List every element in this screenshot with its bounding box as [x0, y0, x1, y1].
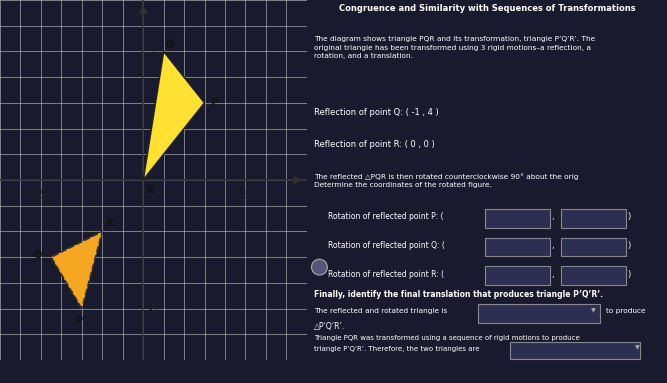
Text: Rotation of reflected point P: (: Rotation of reflected point P: ( [328, 213, 444, 221]
FancyBboxPatch shape [561, 237, 626, 256]
FancyBboxPatch shape [510, 342, 640, 359]
Text: ): ) [628, 241, 630, 250]
Text: Congruence and Similarity with Sequences of Transformations: Congruence and Similarity with Sequences… [339, 3, 635, 13]
Text: Q: Q [165, 39, 174, 49]
Circle shape [311, 259, 327, 275]
FancyBboxPatch shape [485, 237, 550, 256]
Text: R': R' [105, 218, 115, 228]
Text: 5: 5 [148, 46, 155, 56]
Text: ): ) [628, 270, 630, 279]
Polygon shape [51, 231, 102, 309]
Text: Reflection of point Q: ( -1 , 4 ): Reflection of point Q: ( -1 , 4 ) [314, 108, 439, 117]
Text: -5: -5 [36, 190, 46, 200]
Text: Finally, identify the final translation that produces triangle P’Q’R’.: Finally, identify the final translation … [314, 290, 603, 299]
Text: ): ) [628, 213, 630, 221]
FancyBboxPatch shape [478, 304, 600, 323]
Text: Q': Q' [34, 250, 45, 260]
Text: ,: , [552, 270, 554, 279]
Text: P: P [209, 98, 217, 108]
FancyBboxPatch shape [561, 267, 626, 285]
Text: 5: 5 [242, 190, 249, 200]
Text: The diagram shows triangle PQR and its transformation, triangle P’Q’R’. The
orig: The diagram shows triangle PQR and its t… [314, 36, 595, 59]
Text: Reflection of point R: ( 0 , 0 ): Reflection of point R: ( 0 , 0 ) [314, 141, 435, 149]
Text: R: R [145, 185, 153, 195]
Text: The reflected and rotated triangle is: The reflected and rotated triangle is [314, 308, 448, 314]
Text: triangle P’Q’R’. Therefore, the two triangles are: triangle P’Q’R’. Therefore, the two tria… [314, 345, 480, 352]
Text: Triangle PQR was transformed using a sequence of rigid motions to produce: Triangle PQR was transformed using a seq… [314, 335, 580, 341]
FancyBboxPatch shape [561, 209, 626, 228]
Text: ▼: ▼ [592, 308, 596, 313]
Text: -5: -5 [148, 304, 158, 314]
Text: Rotation of reflected point Q: (: Rotation of reflected point Q: ( [328, 241, 446, 250]
FancyBboxPatch shape [485, 209, 550, 228]
Polygon shape [143, 51, 205, 180]
Text: ,: , [552, 213, 554, 221]
Text: P': P' [75, 316, 85, 326]
Text: The reflected △PQR is then rotated counterclockwise 90° about the orig
Determine: The reflected △PQR is then rotated count… [314, 173, 578, 188]
FancyBboxPatch shape [485, 267, 550, 285]
Text: △P’Q’R’.: △P’Q’R’. [314, 322, 346, 331]
Text: to produce: to produce [606, 308, 645, 314]
Text: Rotation of reflected point R: (: Rotation of reflected point R: ( [328, 270, 445, 279]
Text: ,: , [552, 241, 554, 250]
Text: ▼: ▼ [634, 345, 640, 350]
